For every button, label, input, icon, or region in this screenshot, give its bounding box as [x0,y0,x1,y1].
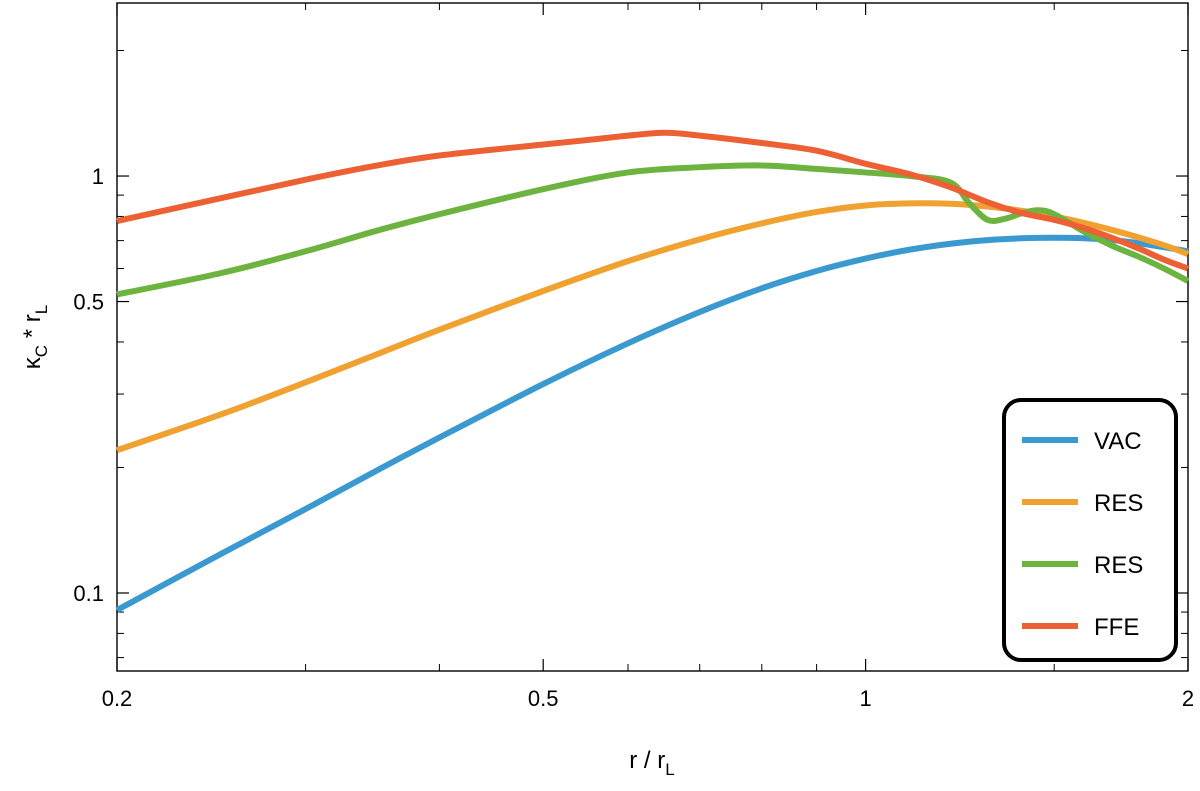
legend-box [1002,398,1178,662]
y-tick-label-2: 1 [92,164,104,189]
legend-items: VAC RES RES FFE [1022,428,1143,641]
y-axis-title-sub2: L [32,305,51,314]
x-tick-label-1: 0.5 [528,686,559,711]
x-axis-title: r / rL [629,747,674,779]
x-tick-label-2: 1 [859,686,871,711]
legend: VAC RES RES FFE [1002,398,1178,662]
y-axis-title: κC * rL [19,305,51,369]
legend-label-0: VAC [1094,428,1142,455]
legend-label-3: FFE [1094,614,1139,641]
x-axis-title-main: r / r [629,747,665,774]
plot-frame [116,2,1189,672]
series-line-res-1 [116,200,1190,454]
series-lines [115,129,1190,613]
y-tick-label-0: 0.1 [73,581,104,606]
x-tick-label-3: 2 [1182,686,1194,711]
axis-tick-labels: 0.2 0.5 1 2 0.1 0.5 1 [73,164,1194,711]
x-tick-label-0: 0.2 [102,686,133,711]
legend-label-2: RES [1094,552,1143,579]
x-axis-title-sub: L [665,760,674,779]
y-tick-label-1: 0.5 [73,290,104,315]
series-line-ffe-3 [116,129,1190,272]
y-axis-title-main: κ [19,356,46,369]
legend-label-1: RES [1094,490,1143,517]
axis-ticks [116,3,1189,671]
y-axis-title-mid: * r [19,314,46,345]
y-axis-title-sub1: C [32,345,51,357]
